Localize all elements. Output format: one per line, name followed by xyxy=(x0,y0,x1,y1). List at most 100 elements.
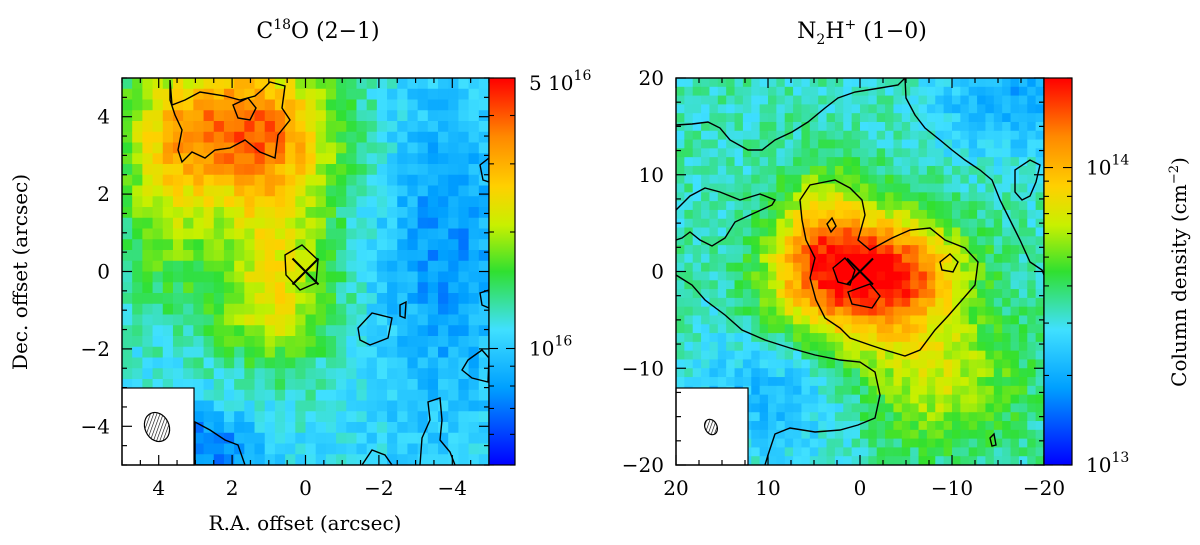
map-pixel xyxy=(935,183,945,193)
map-pixel xyxy=(768,209,777,220)
map-pixel xyxy=(759,350,769,361)
map-pixel xyxy=(213,443,225,455)
map-pixel xyxy=(1035,86,1044,97)
map-pixel xyxy=(918,95,928,105)
map-pixel xyxy=(910,297,920,308)
map-pixel xyxy=(254,228,266,240)
map-pixel xyxy=(234,346,245,359)
map-pixel xyxy=(952,456,961,465)
map-pixel xyxy=(960,148,970,158)
map-pixel xyxy=(818,165,828,176)
map-pixel xyxy=(244,131,256,144)
map-pixel xyxy=(366,78,378,90)
map-pixel xyxy=(993,139,1003,149)
map-pixel xyxy=(387,336,398,348)
map-pixel xyxy=(1027,201,1037,211)
map-pixel xyxy=(918,429,928,440)
map-pixel xyxy=(427,422,439,434)
map-pixel xyxy=(1002,297,1012,308)
map-pixel xyxy=(1035,227,1044,237)
map-pixel xyxy=(397,217,409,230)
map-pixel xyxy=(935,394,945,405)
map-pixel xyxy=(793,341,803,352)
map-pixel xyxy=(203,196,215,208)
map-pixel xyxy=(793,377,803,387)
contour-line xyxy=(399,300,407,320)
map-pixel xyxy=(244,314,256,326)
map-pixel xyxy=(244,325,256,337)
map-pixel xyxy=(784,104,794,114)
map-pixel xyxy=(734,174,744,185)
map-pixel xyxy=(468,99,480,111)
map-pixel xyxy=(325,228,337,240)
map-pixel xyxy=(458,443,470,455)
map-pixel xyxy=(1002,377,1012,387)
map-pixel xyxy=(1002,139,1012,149)
map-pixel xyxy=(305,121,317,133)
map-pixel xyxy=(843,245,853,255)
map-pixel xyxy=(1002,412,1012,422)
map-pixel xyxy=(274,239,286,251)
map-pixel xyxy=(960,456,970,465)
map-pixel xyxy=(759,359,769,369)
map-pixel xyxy=(223,164,235,176)
map-pixel xyxy=(759,297,769,308)
map-pixel xyxy=(387,379,398,391)
map-pixel xyxy=(448,153,460,165)
map-pixel xyxy=(709,165,719,176)
map-pixel xyxy=(142,142,154,154)
map-pixel xyxy=(1002,341,1012,352)
map-pixel xyxy=(1018,148,1028,158)
map-pixel xyxy=(784,245,794,255)
map-pixel xyxy=(926,394,936,405)
map-pixel xyxy=(387,314,398,326)
map-pixel xyxy=(387,303,398,316)
map-pixel xyxy=(397,260,409,273)
map-pixel xyxy=(759,368,769,378)
map-pixel xyxy=(893,421,903,431)
map-pixel xyxy=(223,454,235,465)
map-pixel xyxy=(843,403,853,413)
map-pixel xyxy=(366,282,378,294)
map-pixel xyxy=(244,336,256,348)
map-pixel xyxy=(676,236,685,246)
map-pixel xyxy=(1018,385,1028,396)
map-pixel xyxy=(960,306,970,317)
map-pixel xyxy=(407,411,419,423)
map-pixel xyxy=(478,314,489,326)
map-pixel xyxy=(709,341,719,352)
map-pixel xyxy=(1010,104,1020,114)
map-pixel xyxy=(784,227,794,237)
map-pixel xyxy=(768,218,777,229)
map-pixel xyxy=(952,289,961,299)
map-pixel xyxy=(885,78,895,88)
map-pixel xyxy=(427,336,439,348)
map-pixel xyxy=(684,306,694,317)
map-pixel xyxy=(336,422,347,434)
map-pixel xyxy=(960,289,970,299)
map-pixel xyxy=(203,368,215,380)
map-pixel xyxy=(943,333,953,343)
map-pixel xyxy=(336,293,347,305)
map-pixel xyxy=(468,400,480,412)
map-pixel xyxy=(776,394,786,405)
map-pixel xyxy=(478,250,489,262)
map-pixel xyxy=(826,95,836,105)
map-pixel xyxy=(717,359,727,369)
map-pixel xyxy=(843,456,853,465)
map-pixel xyxy=(325,303,337,316)
map-pixel xyxy=(977,438,987,449)
map-pixel xyxy=(943,341,953,352)
map-pixel xyxy=(893,359,903,369)
map-pixel xyxy=(860,236,869,246)
map-pixel xyxy=(468,357,480,369)
map-pixel xyxy=(376,217,388,230)
map-pixel xyxy=(910,377,920,387)
map-pixel xyxy=(751,227,761,237)
map-pixel xyxy=(193,400,205,412)
map-pixel xyxy=(776,165,786,176)
map-pixel xyxy=(213,411,225,423)
map-pixel xyxy=(784,421,794,431)
map-pixel xyxy=(751,359,761,369)
map-pixel xyxy=(968,165,978,176)
